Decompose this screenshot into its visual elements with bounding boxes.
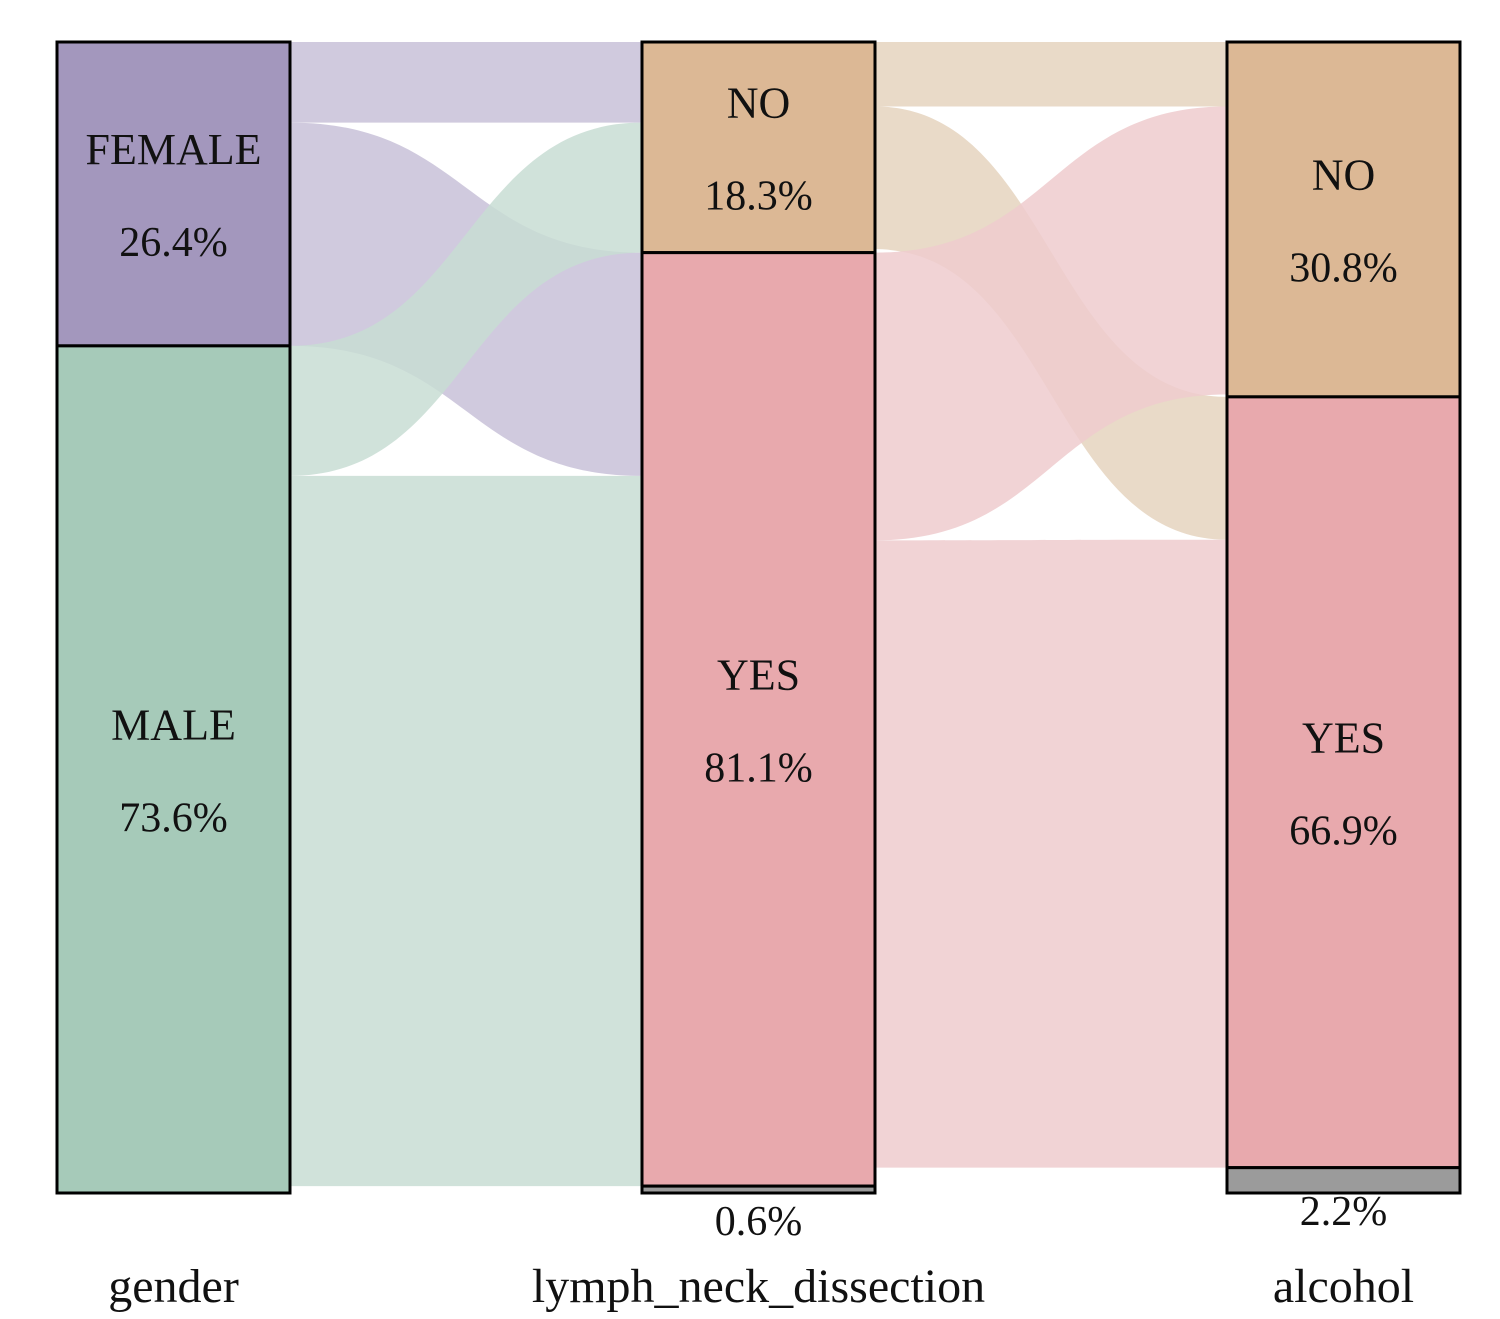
flow-lymph-neck-dissection-yes-to-alcohol-no: [875, 106, 1227, 541]
flow-gender-male-to-lymph-neck-dissection-no: [290, 122, 642, 476]
flows-layer: [290, 42, 1227, 1187]
label-alcohol-no: NO: [1312, 150, 1376, 199]
flow-lymph-neck-dissection-no-to-alcohol-no: [875, 42, 1227, 107]
node-lymph-neck-dissection-no: [640, 40, 877, 255]
flow-gender-female-to-lymph-neck-dissection-no: [290, 42, 642, 123]
flow-gender-male-to-lymph-neck-dissection-yes: [290, 475, 642, 1187]
axis-label-gender: gender: [108, 1260, 239, 1313]
node-gender-male: [55, 344, 292, 1195]
labels-layer: FEMALE 26.4% MALE 73.6% NO 18.3% YES 81.1% 0.6% N…: [86, 78, 1398, 1245]
node-alcohol-no: [1225, 40, 1462, 399]
label-lymph-neck-dissection-yes: YES: [717, 650, 800, 699]
axis-label-alcohol: alcohol: [1273, 1260, 1414, 1313]
pct-alcohol-yes: 66.9%: [1289, 808, 1398, 854]
pct-alcohol-missing: 2.2%: [1300, 1189, 1388, 1235]
nodes-layer: [55, 40, 1462, 1195]
pct-lymph-neck-dissection-no: 18.3%: [704, 173, 813, 219]
node-gender-female: [55, 40, 292, 348]
pct-alcohol-no: 30.8%: [1289, 245, 1398, 291]
axis-label-lymph-neck-dissection: lymph_neck_dissection: [532, 1260, 985, 1313]
pct-lymph-neck-dissection-yes: 81.1%: [704, 745, 813, 791]
node-alcohol-other: [1225, 1166, 1462, 1195]
label-gender-male: MALE: [111, 700, 236, 749]
pct-gender-female: 26.4%: [119, 220, 228, 266]
flow-lymph-neck-dissection-yes-to-alcohol-yes: [875, 539, 1227, 1168]
node-alcohol-yes: [1225, 395, 1462, 1170]
label-alcohol-yes: YES: [1302, 713, 1385, 762]
axis-labels: gender lymph_neck_dissection alcohol: [108, 1260, 1414, 1313]
pct-gender-male: 73.6%: [119, 795, 228, 841]
node-lymph-neck-dissection-other: [640, 1184, 877, 1195]
label-gender-female: FEMALE: [86, 125, 262, 174]
node-lymph-neck-dissection-yes: [640, 251, 877, 1188]
pct-lymph-neck-dissection-missing: 0.6%: [715, 1199, 803, 1245]
label-lymph-neck-dissection-no: NO: [727, 78, 791, 127]
